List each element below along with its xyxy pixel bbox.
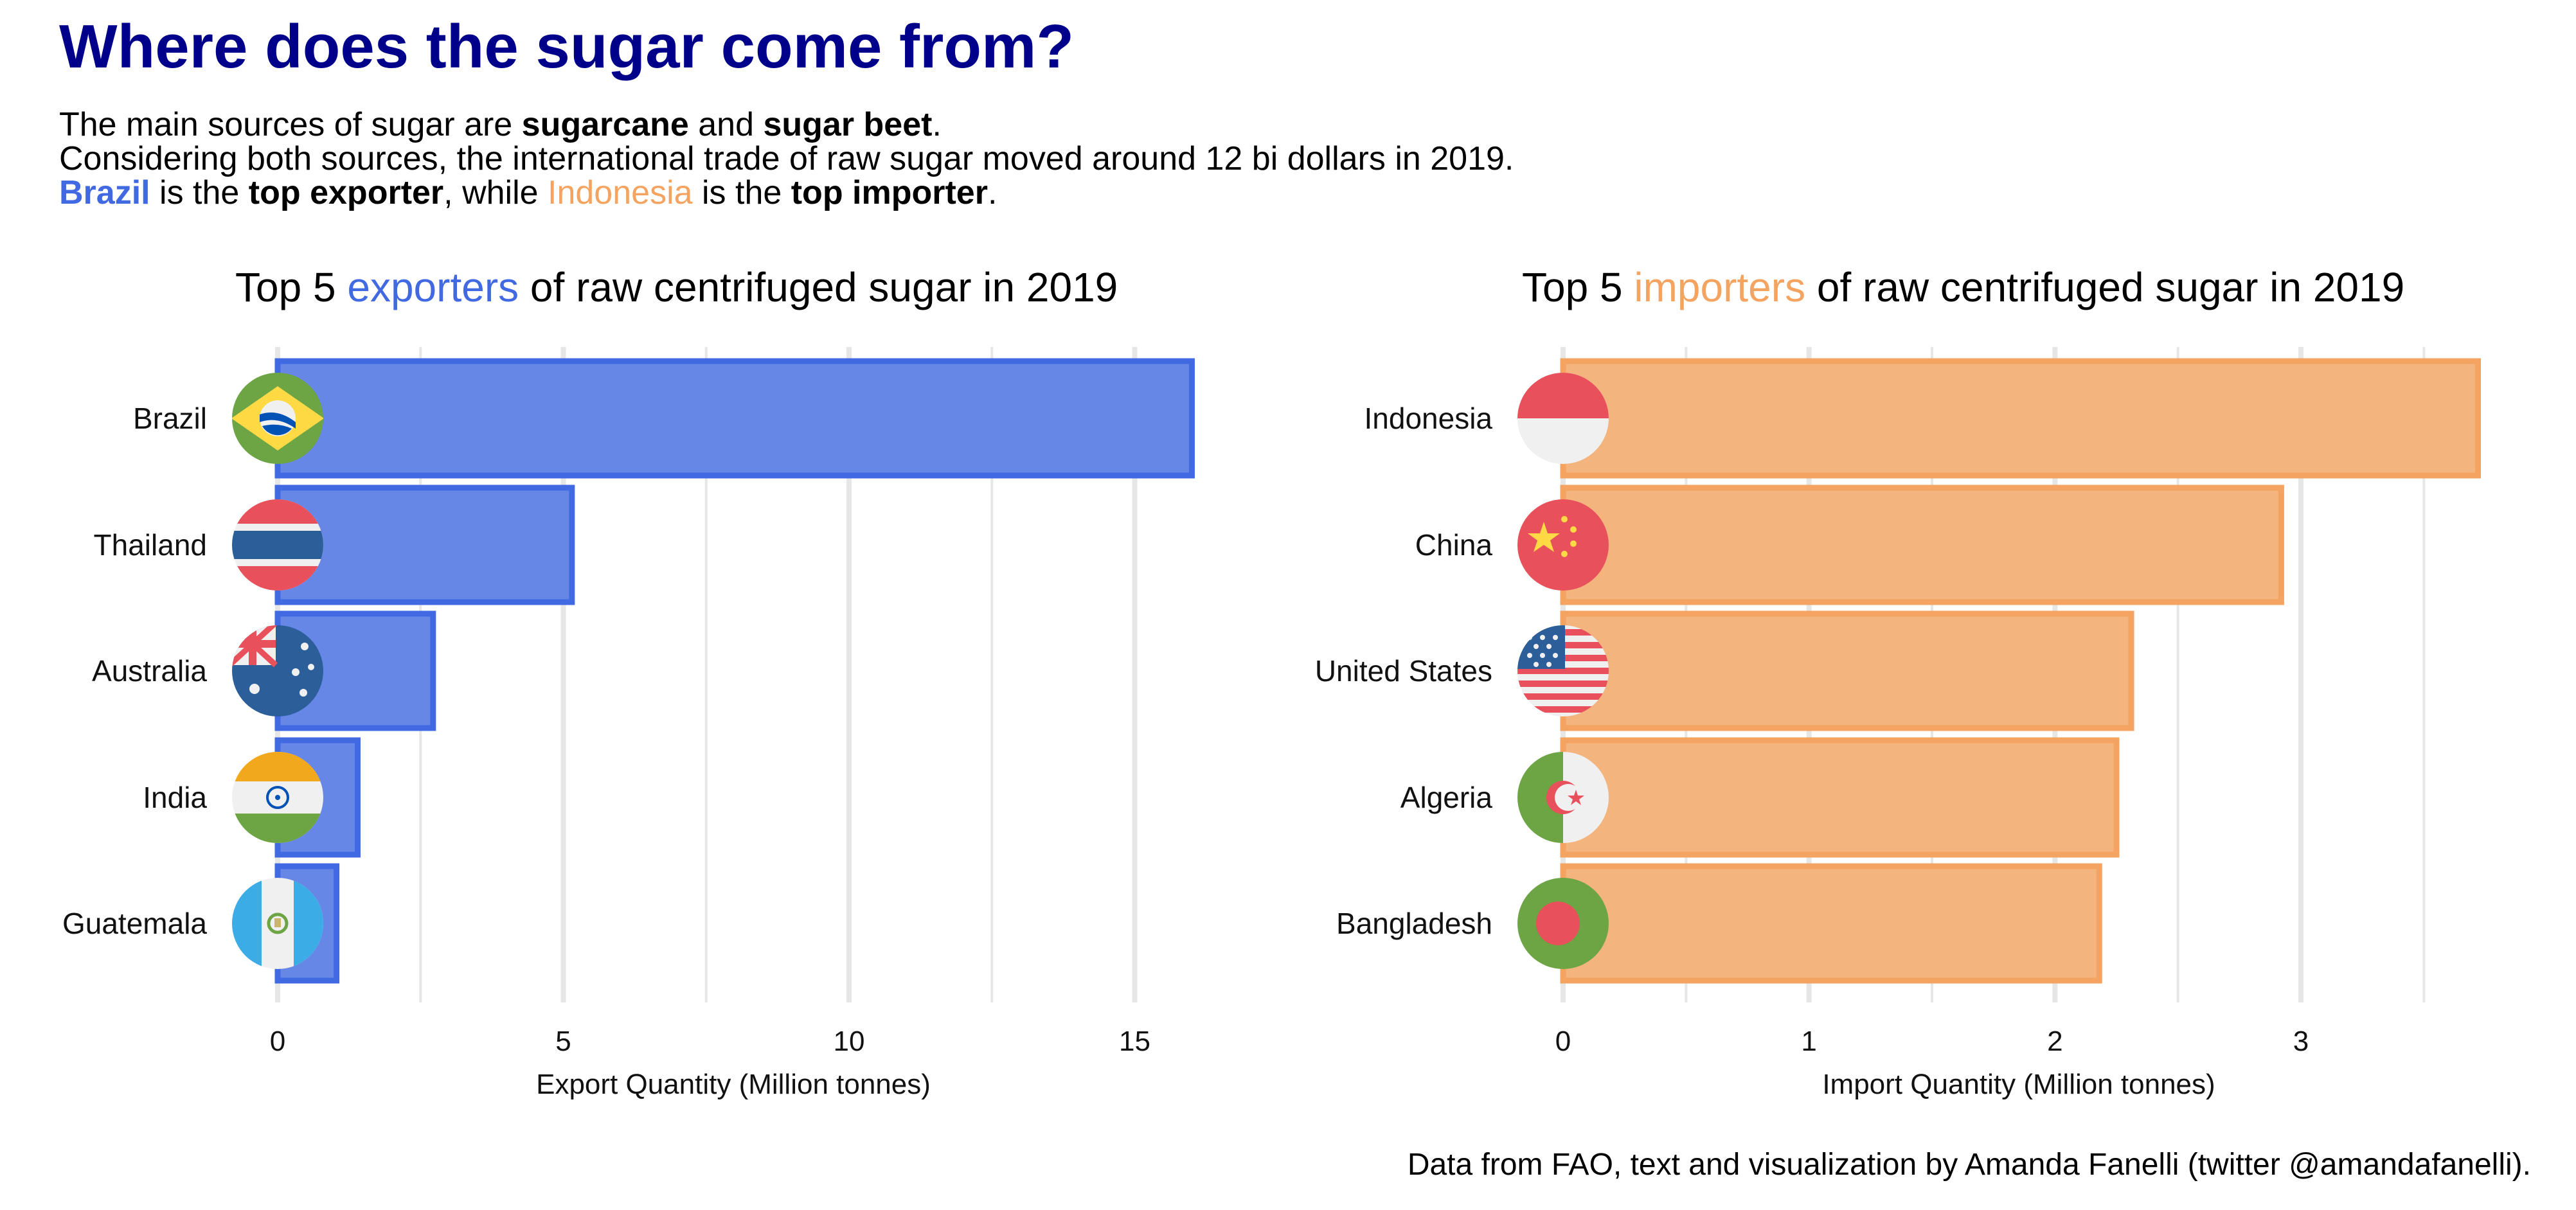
source-caption: Data from FAO, text and visualization by… <box>1407 1148 2531 1182</box>
x-axis-label: Export Quantity (Million tonnes) <box>536 1069 931 1100</box>
subtitle-line-1: The main sources of sugar are sugarcane … <box>59 108 1514 142</box>
subtitle-brazil: Brazil <box>59 174 150 211</box>
exporters-chart-title: Top 5 exporters of raw centrifuged sugar… <box>235 263 1118 311</box>
subtitle-bold: top importer <box>791 174 988 211</box>
subtitle-bold: sugarcane <box>521 106 689 143</box>
category-label: China <box>1415 528 1493 562</box>
chart-title-text: Top 5 <box>1522 264 1634 310</box>
bar-algeria <box>1560 737 2120 858</box>
bar-brazil <box>274 358 1195 479</box>
exporters-chart: Brazil Thailand Australia India Guatemala 0 5 1… <box>62 347 1195 1100</box>
subtitle-text: . <box>932 106 942 143</box>
category-label: India <box>143 781 207 814</box>
bar-united-states <box>1560 610 2134 731</box>
category-label: Australia <box>92 654 207 688</box>
category-label: Indonesia <box>1364 402 1493 435</box>
tick-label: 0 <box>270 1026 285 1057</box>
bar-china <box>1560 485 2284 605</box>
importers-chart: Indonesia China United States Algeria Bangla… <box>1315 347 2482 1100</box>
tick-label: 5 <box>555 1026 571 1057</box>
subtitle-indonesia: Indonesia <box>548 174 693 211</box>
chart-title-text: Top 5 <box>235 264 348 310</box>
category-label: Bangladesh <box>1336 907 1492 940</box>
chart-title-text: of raw centrifuged sugar in 2019 <box>519 264 1118 310</box>
chart-title-text: of raw centrifuged sugar in 2019 <box>1805 264 2405 310</box>
subtitle-text: The main sources of sugar are <box>59 106 522 143</box>
category-label: Thailand <box>94 528 207 562</box>
chart-title-highlight: importers <box>1634 264 1806 310</box>
subtitle-bold: top exporter <box>248 174 444 211</box>
x-axis-label: Import Quantity (Million tonnes) <box>1822 1069 2215 1100</box>
subtitle-line-2: Considering both sources, the internatio… <box>59 140 1514 177</box>
subtitle-text: is the <box>692 174 791 211</box>
tick-label: 15 <box>1119 1026 1150 1057</box>
category-label: Algeria <box>1400 781 1493 814</box>
bar-thailand <box>274 485 575 605</box>
subtitle-line-3: Brazil is the top exporter, while Indone… <box>59 176 1514 210</box>
subtitle: The main sources of sugar are sugarcane … <box>59 108 1514 210</box>
subtitle-text: . <box>987 174 997 211</box>
category-label: United States <box>1315 654 1492 688</box>
tick-label: 3 <box>2293 1026 2309 1057</box>
bar-bangladesh <box>1560 863 2102 984</box>
category-label: Brazil <box>133 402 207 435</box>
subtitle-text: is the <box>150 174 249 211</box>
bar-indonesia <box>1560 358 2482 479</box>
subtitle-text: , while <box>443 174 548 211</box>
page-title: Where does the sugar come from? <box>59 12 1074 81</box>
subtitle-bold: sugar beet <box>763 106 933 143</box>
tick-label: 0 <box>1555 1026 1571 1057</box>
tick-label: 2 <box>2047 1026 2062 1057</box>
tick-label: 10 <box>834 1026 865 1057</box>
chart-title-highlight: exporters <box>347 264 519 310</box>
importers-chart-title: Top 5 importers of raw centrifuged sugar… <box>1522 263 2404 311</box>
subtitle-text: and <box>688 106 764 143</box>
category-label: Guatemala <box>62 907 207 940</box>
tick-label: 1 <box>1801 1026 1816 1057</box>
